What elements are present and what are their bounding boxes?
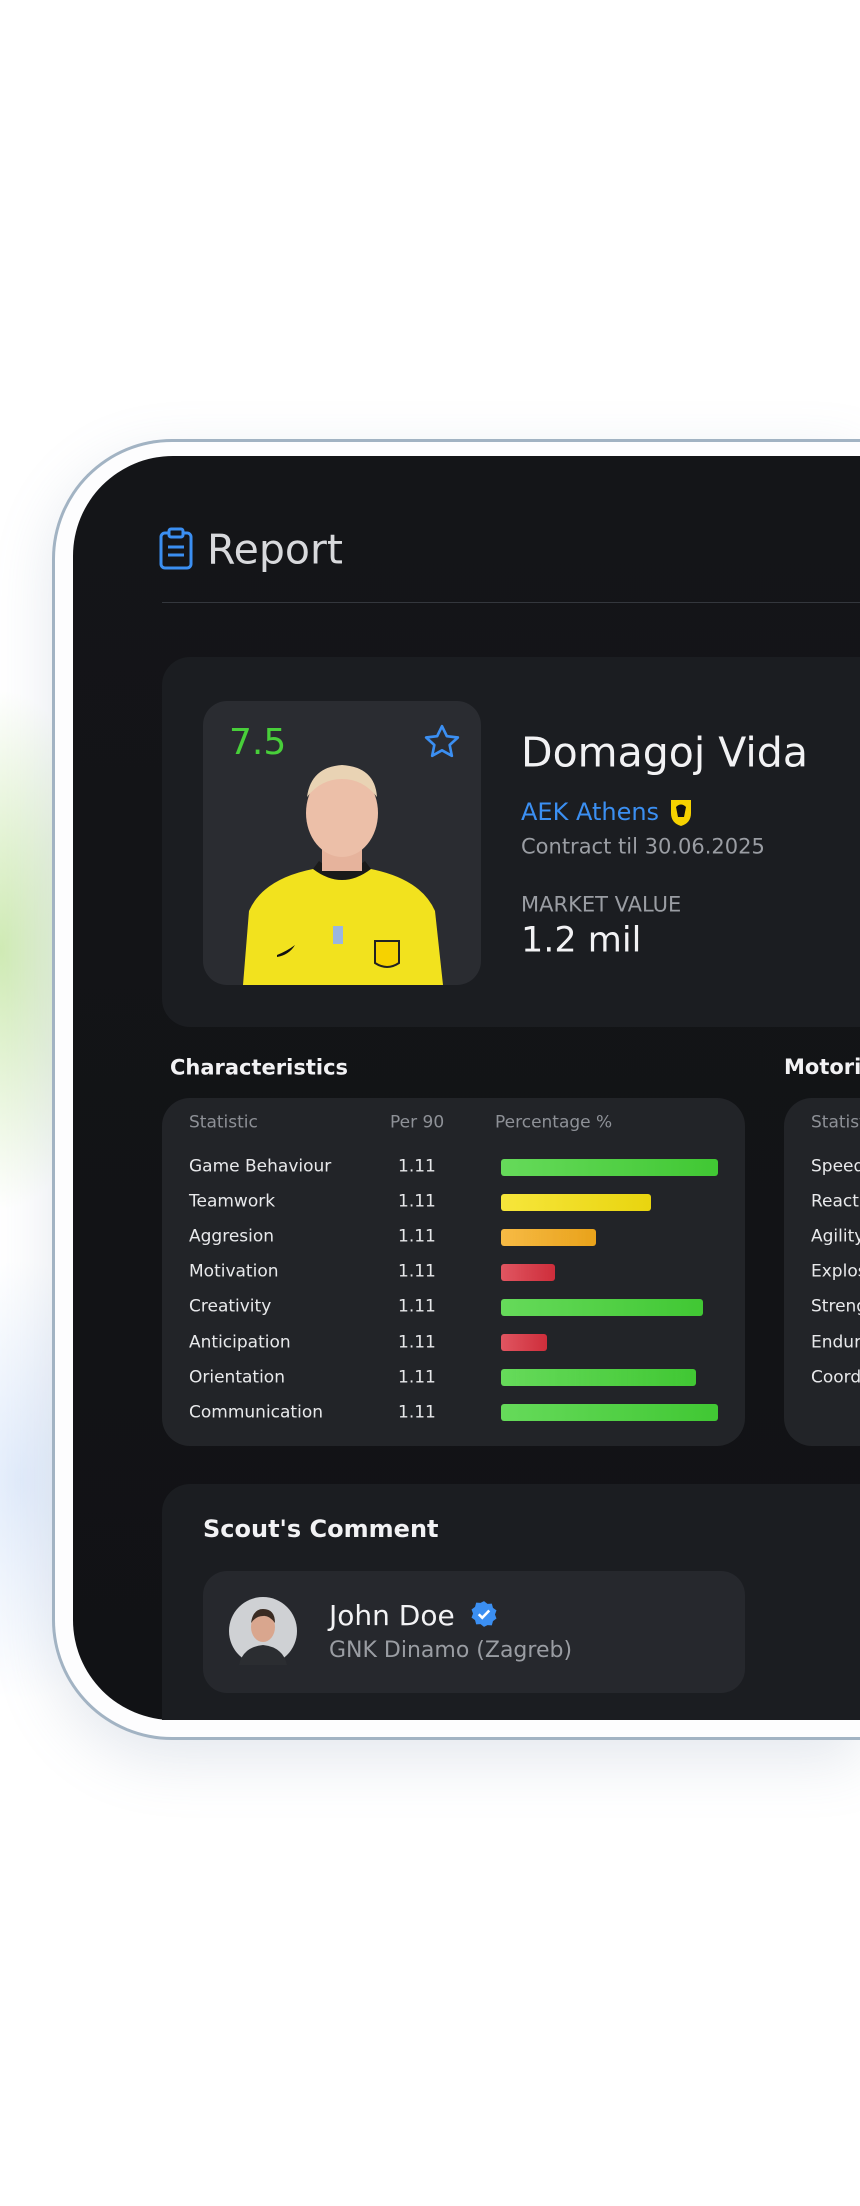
motoric-card: Statistic Speed Reaction Agility Explosivene… xyxy=(784,1098,860,1446)
characteristics-card: Statistic Per 90 Percentage % Game Behaviou… xyxy=(162,1098,745,1446)
report-icon xyxy=(159,527,193,570)
stat-name: Explosiveness xyxy=(811,1261,860,1282)
section-title: Scout's Comment xyxy=(203,1515,439,1543)
page-title: Report xyxy=(207,525,343,574)
stat-name: Aggresion xyxy=(189,1226,275,1247)
stat-per90: 1.11 xyxy=(398,1156,436,1177)
stat-name: Coordination xyxy=(811,1367,860,1388)
club-crest xyxy=(671,800,691,826)
stat-per90: 1.11 xyxy=(398,1296,436,1317)
stat-bar xyxy=(501,1158,718,1176)
stat-name: Teamwork xyxy=(189,1191,276,1212)
market-value-label: MARKET VALUE xyxy=(521,892,682,917)
stat-per90: 1.11 xyxy=(398,1332,436,1352)
stat-name: Orientation xyxy=(189,1367,285,1388)
stat-bar xyxy=(501,1369,697,1387)
stat-name: Game Behaviour xyxy=(189,1156,332,1177)
column-header: Statistic xyxy=(189,1112,258,1133)
section-title: Motoric xyxy=(784,1057,860,1079)
stat-name: Motivation xyxy=(189,1261,279,1282)
stat-per90: 1.11 xyxy=(398,1402,436,1423)
section-title: Characteristics xyxy=(170,1055,349,1080)
scout-avatar xyxy=(229,1597,297,1665)
stat-name: Creativity xyxy=(189,1296,272,1317)
column-header: Per 90 xyxy=(390,1112,445,1133)
scout-name: John Doe xyxy=(329,1599,455,1632)
stat-name: Reaction xyxy=(811,1191,860,1212)
stat-name: Anticipation xyxy=(189,1332,291,1352)
favorite-star[interactable] xyxy=(422,722,462,762)
stat-name: Agility xyxy=(811,1226,860,1247)
stat-name: Communication xyxy=(189,1402,323,1423)
stat-bar xyxy=(501,1228,597,1246)
stat-per90: 1.11 xyxy=(398,1261,436,1282)
divider xyxy=(162,602,860,603)
stat-name: Speed xyxy=(811,1156,860,1177)
stat-bar xyxy=(501,1263,556,1281)
stat-bar xyxy=(501,1334,547,1351)
player-name: Domagoj Vida xyxy=(521,728,808,777)
stat-per90: 1.11 xyxy=(398,1191,436,1212)
stat-bar xyxy=(501,1193,651,1211)
scout-club: GNK Dinamo (Zagreb) xyxy=(329,1638,573,1663)
player-contract: Contract til 30.06.2025 xyxy=(521,834,765,859)
stat-name: Strength xyxy=(811,1296,860,1317)
stat-per90: 1.11 xyxy=(398,1226,436,1247)
player-rating: 7.5 xyxy=(229,722,287,763)
stat-bar xyxy=(501,1298,703,1316)
player-club[interactable]: AEK Athens xyxy=(521,798,660,826)
verified-badge xyxy=(471,1601,497,1627)
column-header: Percentage % xyxy=(495,1112,613,1133)
stat-bar xyxy=(501,1404,718,1422)
stat-name: Endurance xyxy=(811,1332,860,1352)
market-value: 1.2 mil xyxy=(521,920,642,961)
column-header: Statistic xyxy=(811,1112,860,1133)
player-photo xyxy=(243,765,443,985)
stat-per90: 1.11 xyxy=(398,1367,436,1388)
